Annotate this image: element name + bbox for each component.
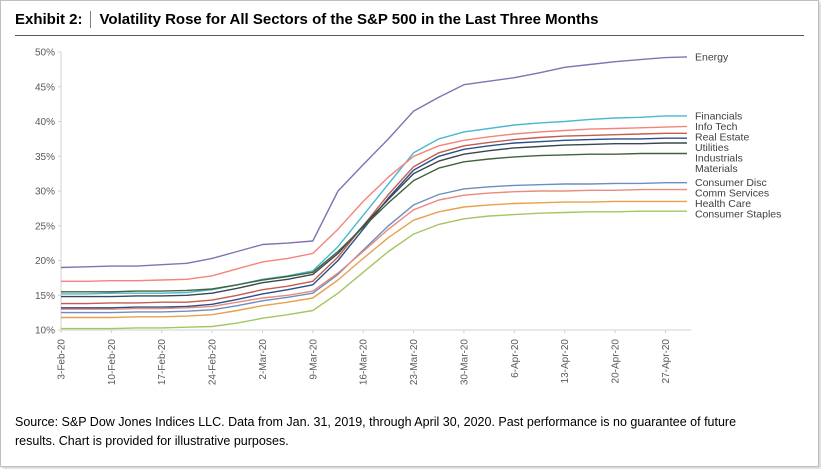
y-tick-label: 45% <box>35 82 55 93</box>
series-label-info-tech: Info Tech <box>695 121 738 133</box>
series-label-energy: Energy <box>695 51 729 63</box>
x-tick-label: 20-Apr-20 <box>611 339 622 384</box>
title-rule <box>15 35 804 36</box>
series-label-industrials: Industrials <box>695 152 743 164</box>
x-tick-label: 3-Feb-20 <box>57 339 68 380</box>
source-note-line-2: results. Chart is provided for illustrat… <box>15 433 289 448</box>
series-line-energy <box>60 56 688 269</box>
x-tick-label: 27-Apr-20 <box>661 339 672 384</box>
y-tick-label: 10% <box>35 326 55 337</box>
x-tick-label: 17-Feb-20 <box>157 339 168 386</box>
exhibit-number: Exhibit 2: <box>15 11 83 28</box>
series-label-real-estate: Real Estate <box>695 131 749 143</box>
x-tick-label: 10-Feb-20 <box>107 339 118 386</box>
series-label-consumer-disc: Consumer Disc <box>695 177 767 189</box>
source-note-line-1: Source: S&P Dow Jones Indices LLC. Data … <box>15 415 737 429</box>
x-tick-label: 23-Mar-20 <box>409 339 420 386</box>
y-tick-label: 25% <box>35 221 55 232</box>
series-line-info-tech <box>61 125 688 283</box>
x-tick-label: 30-Mar-20 <box>459 339 470 386</box>
x-tick-label: 16-Mar-20 <box>359 339 370 386</box>
x-tick-label: 6-Apr-20 <box>510 339 521 378</box>
series-line-utilities <box>61 137 687 309</box>
series-label-materials: Materials <box>695 163 738 175</box>
page-title: Volatility Rose for All Sectors of the S… <box>99 11 599 28</box>
series-line-real-estate <box>61 132 687 305</box>
y-tick-label: 15% <box>35 291 55 302</box>
series-label-utilities: Utilities <box>695 142 729 154</box>
series-label-comm-services: Comm Services <box>695 188 769 200</box>
x-tick-label: 24-Feb-20 <box>208 339 219 386</box>
x-tick-label: 9-Mar-20 <box>308 339 319 380</box>
series-label-financials: Financials <box>695 110 742 122</box>
series-line-consumer-disc <box>61 181 687 314</box>
chart-area: 10% 15% 20% 25% 30% 35% 40% 45% 50% 3-Feb-20 10-Fe… <box>15 38 804 409</box>
series-line-industrials <box>61 142 687 298</box>
x-tick-label: 13-Apr-20 <box>560 339 571 384</box>
y-tick-label: 40% <box>35 117 55 128</box>
x-tick-label: 2-Mar-20 <box>258 339 269 380</box>
series-line-comm-services <box>61 188 687 310</box>
title-divider <box>89 11 91 28</box>
series-label-health-care: Health Care <box>695 198 751 210</box>
series-line-health-care <box>61 200 687 319</box>
series-line-materials <box>61 152 687 293</box>
y-tick-label: 50% <box>35 48 55 59</box>
series-label-consumer-staples: Consumer Staples <box>695 209 781 221</box>
y-tick-label: 30% <box>35 187 55 198</box>
y-tick-label: 20% <box>35 256 55 267</box>
source-note: Source: S&P Dow Jones Indices LLC. Data … <box>15 413 804 451</box>
exhibit-title: Exhibit 2: Volatility Rose for All Secto… <box>15 11 804 28</box>
series-line-financials <box>61 115 687 295</box>
y-tick-label: 35% <box>35 152 55 163</box>
volatility-line-chart: 10% 15% 20% 25% 30% 35% 40% 45% 50% 3-Feb-20 10-Fe… <box>35 48 781 386</box>
series-line-consumer-staples <box>61 210 687 330</box>
